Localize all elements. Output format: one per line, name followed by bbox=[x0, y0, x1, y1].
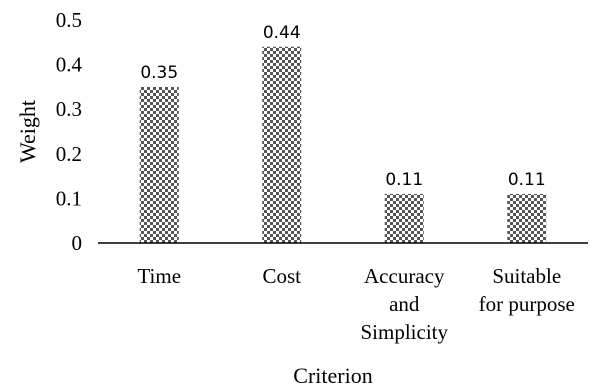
x-tick-label: Suitable for purpose bbox=[479, 264, 575, 316]
y-axis-ticks: 0 0.1 0.2 0.3 0.4 0.5 bbox=[56, 8, 83, 255]
bar bbox=[384, 193, 424, 243]
bar-data-label: 0.11 bbox=[385, 170, 423, 190]
bar bbox=[139, 86, 179, 244]
x-tick-label: Cost bbox=[262, 264, 301, 288]
bars bbox=[139, 46, 547, 244]
x-axis-title: Criterion bbox=[293, 363, 372, 388]
bar-data-label: 0.44 bbox=[263, 23, 301, 43]
x-axis-ticks: Time Cost Accuracy and Simplicity Suitable for… bbox=[137, 264, 574, 344]
y-tick-label: 0.5 bbox=[56, 8, 82, 32]
bar-data-label: 0.11 bbox=[508, 170, 546, 190]
bar bbox=[262, 46, 302, 244]
y-tick-label: 0.4 bbox=[56, 53, 83, 77]
y-axis-title: Weight bbox=[15, 100, 40, 163]
x-tick-label: Accuracy and Simplicity bbox=[360, 264, 448, 344]
y-tick-label: 0.3 bbox=[56, 97, 82, 121]
y-tick-label: 0.2 bbox=[56, 142, 82, 166]
bar-data-label: 0.35 bbox=[140, 63, 178, 83]
data-labels: 0.35 0.44 0.11 0.11 bbox=[140, 23, 545, 190]
bar bbox=[507, 193, 547, 243]
y-tick-label: 0 bbox=[72, 231, 83, 255]
y-tick-label: 0.1 bbox=[56, 186, 82, 210]
x-tick-label: Time bbox=[137, 264, 181, 288]
